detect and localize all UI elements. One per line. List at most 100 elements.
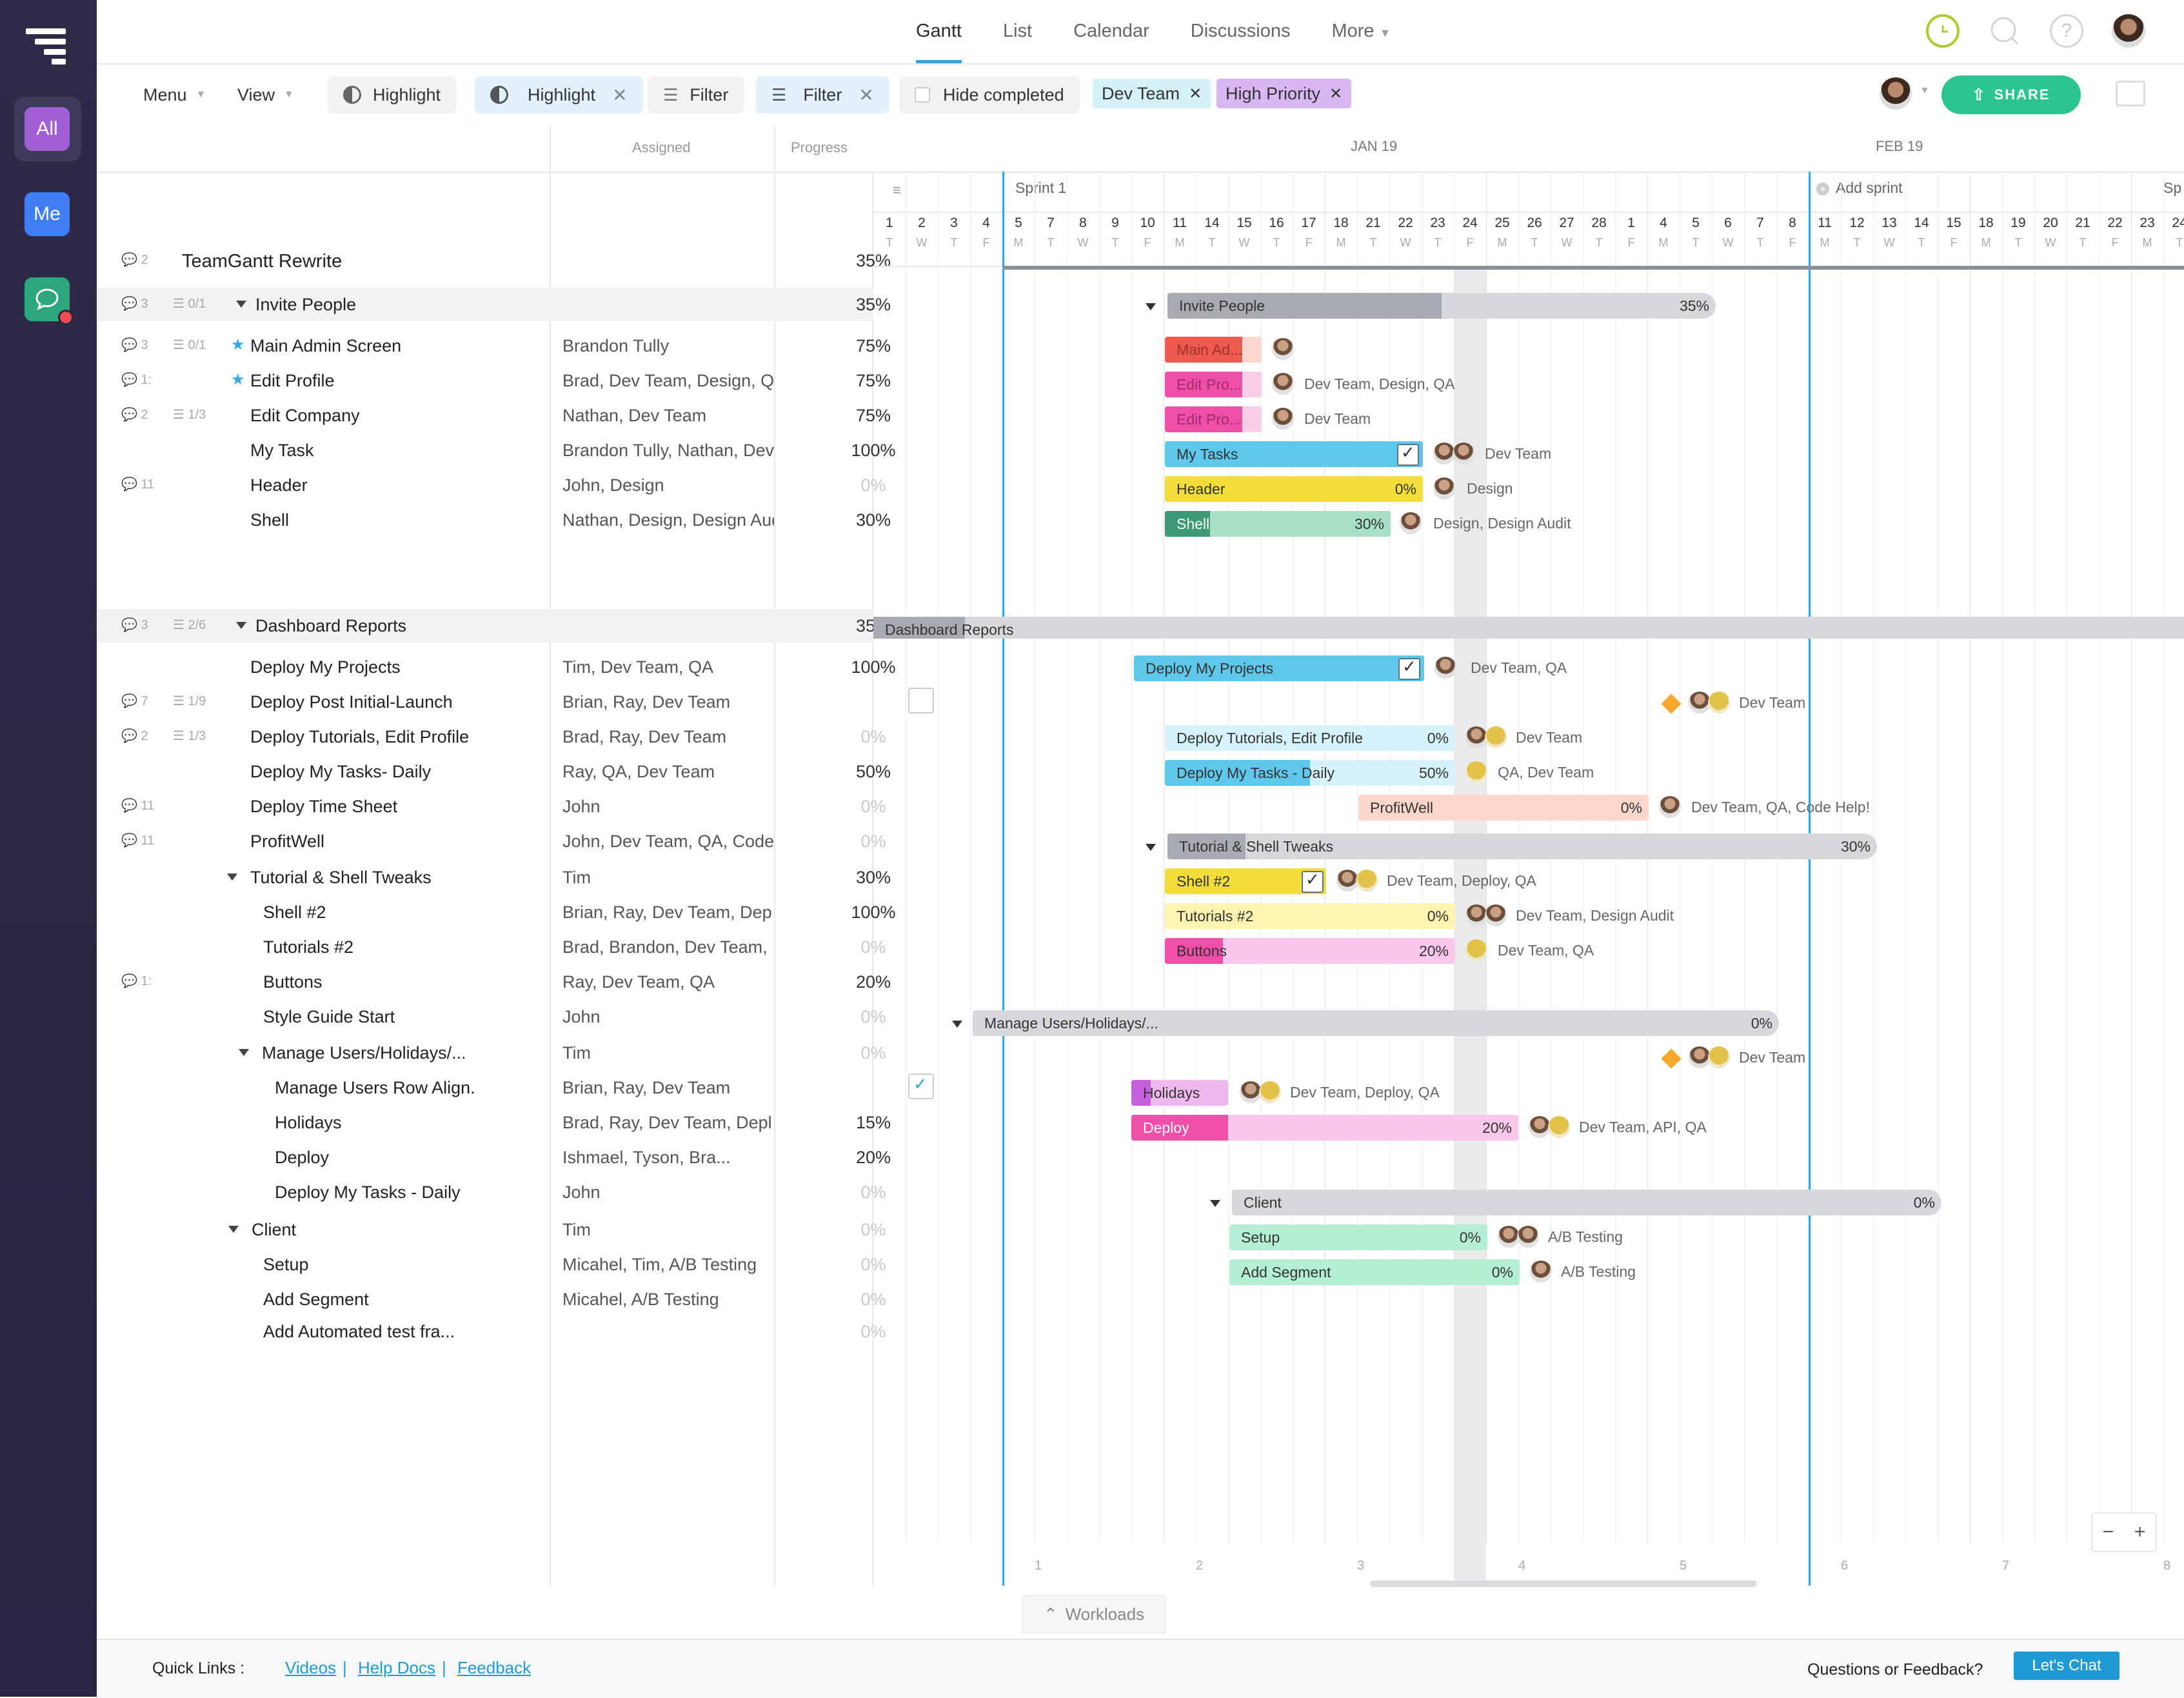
collapse-caret-icon[interactable] (236, 622, 246, 629)
complete-checkbox[interactable]: ✓ (1397, 443, 1419, 466)
gantt-bar-deploy-tasks[interactable]: Deploy My Tasks - Daily 50% (1165, 760, 1455, 786)
collapse-caret-icon[interactable] (236, 301, 246, 308)
task-name[interactable]: ProfitWell (250, 832, 325, 851)
task-name[interactable]: Header (250, 475, 308, 495)
task-name[interactable]: Deploy Time Sheet (250, 797, 398, 816)
task-assigned[interactable]: Micahel, Tim, A/B Testing (562, 1255, 757, 1274)
gantt-bar-client[interactable]: Client 0% (1232, 1190, 1941, 1215)
tab-more[interactable]: More ▼ (1311, 0, 1411, 63)
comment-icon[interactable]: 💬 2 (121, 408, 148, 422)
people-filter-avatar[interactable]: ▼ (1880, 77, 1930, 110)
close-icon[interactable]: ✕ (612, 85, 628, 105)
collapse-caret-icon[interactable] (1146, 303, 1156, 310)
subtask-icon[interactable]: ☰ 2/6 (173, 618, 206, 632)
gantt-bar-dashboard[interactable]: Dashboard Reports (873, 617, 2184, 639)
close-icon[interactable]: ✕ (1189, 85, 1202, 103)
task-row[interactable]: Deploy My Projects Tim, Dev Team, QA 100% (97, 650, 896, 684)
task-row[interactable]: 💬 1: ★ Edit Profile Brad, Dev Team, Design,… (97, 364, 891, 397)
clock-icon[interactable] (1926, 14, 1960, 48)
nav-chat-icon[interactable] (25, 277, 74, 325)
task-name[interactable]: Tutorials #2 (263, 937, 354, 957)
task-progress[interactable]: 30% (855, 868, 891, 887)
tab-list[interactable]: List (1002, 21, 1033, 41)
workloads-toggle[interactable]: ⌃ Workloads (1022, 1595, 1166, 1633)
task-assigned[interactable]: Ray, QA, Dev Team (562, 762, 715, 781)
highlight-active-button[interactable]: Highlight ✕ (475, 76, 643, 114)
gantt-bar-deploy[interactable]: Deploy 20% (1131, 1115, 1518, 1141)
nav-all-projects[interactable]: All (14, 97, 81, 161)
menu-dropdown[interactable]: Menu ▼ (143, 76, 206, 114)
assignee-avatar[interactable] (1529, 1116, 1551, 1138)
assignee-avatar[interactable] (1465, 904, 1487, 926)
task-progress[interactable]: 75% (855, 371, 891, 390)
comment-icon[interactable]: 💬 3 (121, 297, 148, 311)
task-name[interactable]: Tutorial & Shell Tweaks (250, 868, 432, 887)
task-assigned[interactable]: John (562, 797, 601, 816)
star-icon[interactable]: ★ (231, 371, 245, 388)
task-name[interactable]: Edit Company (250, 406, 360, 425)
assignee-avatar[interactable] (1240, 1081, 1262, 1103)
view-dropdown[interactable]: View ▼ (237, 76, 294, 114)
assigned-column-header[interactable]: Assigned (632, 139, 691, 155)
task-progress[interactable]: 0% (860, 937, 886, 957)
comment-icon[interactable]: 💬 7 (121, 694, 148, 708)
task-row[interactable]: 💬 3 ☰ 0/1 ★ Main Admin Screen Brandon Tully 7… (97, 329, 891, 363)
assignee-avatar[interactable] (1272, 408, 1294, 430)
search-icon[interactable] (1988, 14, 2021, 48)
zoom-out-icon[interactable]: − (2102, 1521, 2114, 1543)
task-row[interactable]: Setup Micahel, Tim, A/B Testing 0% (97, 1248, 886, 1281)
task-progress[interactable]: 0% (860, 1007, 886, 1026)
milestone-diamond-icon[interactable] (1661, 1048, 1682, 1069)
task-name[interactable]: Deploy My Tasks- Daily (250, 762, 432, 781)
assignee-avatar[interactable] (1433, 443, 1455, 464)
sort-icon[interactable]: ≡ (893, 182, 901, 198)
task-row[interactable]: 💬 2 TeamGantt Rewrite 35% (97, 244, 891, 277)
task-progress[interactable]: 30% (855, 510, 891, 530)
task-name[interactable]: Shell #2 (263, 903, 326, 922)
assignee-avatar[interactable] (1336, 870, 1358, 892)
gantt-bar-setup[interactable]: Setup 0% (1229, 1224, 1487, 1250)
comment-icon[interactable]: 💬 11 (121, 834, 155, 848)
assignee-avatar[interactable] (1485, 904, 1507, 926)
assignee-avatar[interactable] (1689, 692, 1711, 714)
close-icon[interactable]: ✕ (859, 85, 874, 105)
hide-completed-toggle[interactable]: Hide completed (899, 76, 1080, 114)
collapse-caret-icon[interactable] (239, 1049, 249, 1056)
add-sprint-button[interactable]: + Add sprint (1816, 179, 1903, 197)
task-progress[interactable]: 75% (855, 336, 891, 355)
task-assigned[interactable]: Brian, Ray, Dev Team (562, 1078, 731, 1097)
task-assigned[interactable]: Brad, Brandon, Dev Team, (562, 937, 768, 957)
task-assigned[interactable]: Ishmael, Tyson, Bra... (562, 1148, 731, 1167)
task-progress[interactable]: 15% (855, 1113, 891, 1132)
task-name[interactable]: Client (252, 1220, 297, 1239)
teamgantt-logo-icon[interactable] (26, 28, 66, 65)
task-assigned[interactable]: Nathan, Design, Design Audit (562, 510, 774, 530)
task-row[interactable]: Shell Nathan, Design, Design Audit 30% (97, 503, 891, 537)
task-row[interactable]: Deploy My Tasks - Daily John 0% (97, 1175, 886, 1209)
task-group-row[interactable]: 💬 3 ☰ 0/1 Invite People 35% (97, 288, 891, 321)
task-assigned[interactable]: Brian, Ray, Dev Team (562, 692, 731, 712)
task-row[interactable]: 💬 11 Deploy Time Sheet John 0% (97, 790, 886, 823)
gantt-bar-manage[interactable]: Manage Users/Holidays/... 0% (973, 1010, 1779, 1036)
task-progress[interactable]: 100% (851, 903, 896, 922)
highlight-button[interactable]: Highlight (328, 76, 457, 114)
task-progress[interactable]: 0% (860, 797, 886, 816)
task-name[interactable]: Manage Users Row Align. (275, 1078, 475, 1097)
gantt-bar-add-segment[interactable]: Add Segment 0% (1229, 1259, 1520, 1285)
assignee-avatar[interactable] (1485, 726, 1507, 748)
subtask-icon[interactable]: ☰ 0/1 (173, 338, 206, 352)
assignee-avatar[interactable] (1433, 477, 1455, 499)
task-row[interactable]: Deploy Ishmael, Tyson, Bra... 20% (97, 1141, 891, 1174)
collapse-caret-icon[interactable] (227, 874, 237, 881)
complete-checkbox[interactable]: ✓ (1302, 870, 1324, 893)
gantt-bar-deploy-projects[interactable]: Deploy My Projects (1134, 655, 1424, 681)
gantt-bar-tutorial-shell[interactable]: Tutorial & Shell Tweaks 30% (1167, 834, 1877, 859)
task-row[interactable]: Manage Users/Holidays/... Tim 0% (97, 1036, 886, 1070)
task-progress[interactable]: 0% (860, 475, 886, 495)
task-row[interactable]: Tutorial & Shell Tweaks Tim 30% (97, 861, 891, 894)
task-assigned[interactable]: Brad, Ray, Dev Team, Depl (562, 1113, 772, 1132)
task-name[interactable]: Deploy My Projects (250, 657, 401, 677)
task-name[interactable]: Invite People (255, 295, 357, 314)
present-icon[interactable] (2116, 81, 2145, 106)
gantt-bar-edit-company[interactable]: Edit Pro... (1165, 406, 1262, 432)
